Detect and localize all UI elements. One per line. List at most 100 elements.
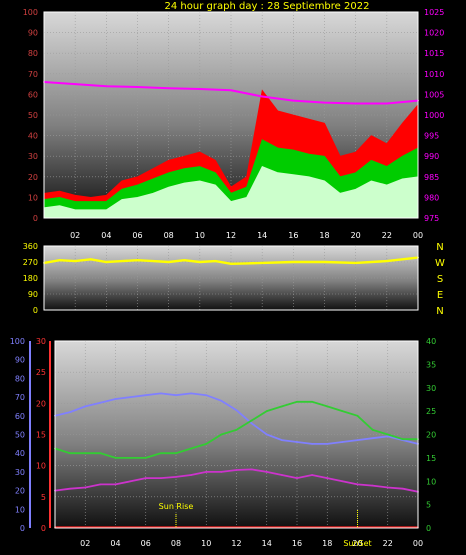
- series-green-line-point: [386, 433, 389, 436]
- series-magenta-line-point: [385, 102, 388, 105]
- series-humidity-line-point: [326, 442, 329, 445]
- series-temperature-line-point: [356, 483, 359, 486]
- series-wind-direction-line-point: [58, 259, 61, 262]
- panel1-ytick-right: 985: [424, 173, 439, 182]
- series-temperature-line-point: [280, 474, 283, 476]
- series-green-line-point: [341, 410, 344, 413]
- series-green-line-point: [144, 456, 147, 459]
- panel2-frame: [43, 245, 419, 311]
- panel3-xtick: 00: [413, 539, 423, 548]
- series-temperature-line-point: [250, 468, 253, 471]
- series-humidity-line-point: [220, 399, 223, 402]
- series-temperature-line-point: [296, 477, 298, 480]
- series-magenta-line-point: [167, 87, 170, 90]
- series-temperature-line-point: [235, 469, 238, 471]
- panel2-ytick: 90: [28, 290, 38, 299]
- series-lightgreen-area: [43, 165, 419, 219]
- panel1-ytick-right: 1000: [424, 111, 444, 120]
- sun-set-label: SunSet: [343, 539, 371, 548]
- panel3-xtick: 22: [383, 539, 393, 548]
- compass-label: N: [436, 242, 443, 253]
- panel1-xtick: 02: [70, 231, 80, 240]
- series-green-line-point: [371, 428, 374, 431]
- series-humidity-line-point: [84, 405, 87, 408]
- panel3-frame: [54, 340, 419, 529]
- panel3-ytick-humidity: 90: [15, 356, 25, 365]
- series-temperature-line-point: [401, 487, 404, 490]
- series-humidity-line-point: [235, 409, 238, 412]
- series-green-line-point: [69, 452, 72, 455]
- series-temperature-line-point: [144, 477, 147, 480]
- series-temperature-line-point: [129, 480, 132, 483]
- series-magenta-line-point: [105, 85, 108, 88]
- panel3-xtick: 06: [141, 539, 151, 548]
- series-humidity-line-point: [190, 392, 193, 395]
- series-temperature-line-point: [326, 477, 329, 480]
- series-magenta-line-point: [354, 102, 357, 105]
- series-temperature-line-point: [99, 483, 102, 486]
- panel1-xtick: 22: [382, 231, 392, 240]
- series-humidity-line-point: [99, 401, 102, 404]
- panel3-ytick-temperature: 10: [36, 462, 46, 471]
- panel1-xtick: 12: [226, 231, 236, 240]
- panel3-ytick-humidity: 80: [15, 374, 25, 383]
- panel1-ytick-left: 10: [28, 193, 38, 202]
- panel1-ytick-right: 980: [424, 193, 439, 202]
- series-humidity-line-point: [341, 441, 344, 443]
- panel1-ytick-right: 975: [424, 214, 439, 223]
- series-humidity-line-point: [144, 394, 147, 397]
- panel3-xtick: 16: [292, 539, 302, 548]
- series-green-line-point: [114, 456, 117, 459]
- series-magenta-line-point: [261, 95, 264, 98]
- panel1-ytick-left: 70: [28, 70, 38, 79]
- series-humidity-line-point: [280, 439, 283, 442]
- panel1-ytick-left: 50: [28, 111, 38, 120]
- series-humidity-line-point: [311, 442, 314, 445]
- panel1-ytick-left: 30: [28, 152, 38, 161]
- series-wind-direction-line-point: [292, 261, 295, 263]
- panel2-ytick: 360: [23, 242, 38, 251]
- series-magenta-line-point: [292, 99, 295, 102]
- series-wind-direction-line-point: [214, 260, 217, 263]
- panel1-xtick: 04: [101, 231, 111, 240]
- panel3-xtick: 18: [322, 539, 332, 548]
- panel1-ytick-left: 60: [28, 90, 38, 99]
- panel3-ytick-humidity: 20: [15, 487, 25, 496]
- series-humidity-line-point: [159, 392, 162, 395]
- series-temperature-line-point: [159, 477, 162, 480]
- series-green-line-point: [296, 400, 298, 403]
- series-green-line-point: [129, 456, 132, 459]
- series-humidity-line-point: [250, 422, 253, 425]
- panel3-ytick-right: 5: [426, 501, 431, 510]
- panel1-ytick-right: 1010: [424, 70, 444, 79]
- panel1-xtick: 16: [288, 231, 298, 240]
- panel1-ytick-left: 100: [23, 8, 38, 17]
- panel3-ytick-temperature: 25: [36, 368, 46, 377]
- panel1-ytick-right: 1015: [424, 49, 444, 58]
- series-temperature-line-point: [386, 486, 389, 489]
- panel3-ytick-right: 15: [426, 454, 436, 463]
- series-green-line-point: [220, 433, 223, 436]
- series-temperature-line-point: [190, 474, 193, 476]
- series-temperature-line-point: [341, 480, 344, 483]
- panel3-ytick-right: 10: [426, 477, 436, 486]
- series-temperature-line-point: [84, 486, 87, 489]
- series-wind-direction-line: [43, 256, 419, 266]
- series-green-line-point: [280, 405, 283, 408]
- series-green-line-point: [311, 400, 314, 403]
- series-magenta-line-point: [136, 86, 139, 88]
- panel1-xtick: 20: [351, 231, 361, 240]
- panel2-ytick: 270: [23, 258, 38, 267]
- panel1-ytick-left: 0: [33, 214, 38, 223]
- panel3-ytick-temperature: 0: [41, 524, 46, 533]
- series-humidity-line-point: [205, 394, 208, 397]
- series-humidity-line-point: [356, 439, 359, 442]
- panel1-xtick: 18: [319, 231, 329, 240]
- panel3-xtick: 12: [231, 539, 241, 548]
- series-temperature-line-point: [114, 483, 117, 486]
- panel2-ytick: 180: [23, 274, 38, 283]
- series-wind-direction-line-point: [105, 261, 108, 263]
- sun-rise-label: Sun Rise: [159, 502, 194, 511]
- series-green-line-point: [401, 438, 404, 441]
